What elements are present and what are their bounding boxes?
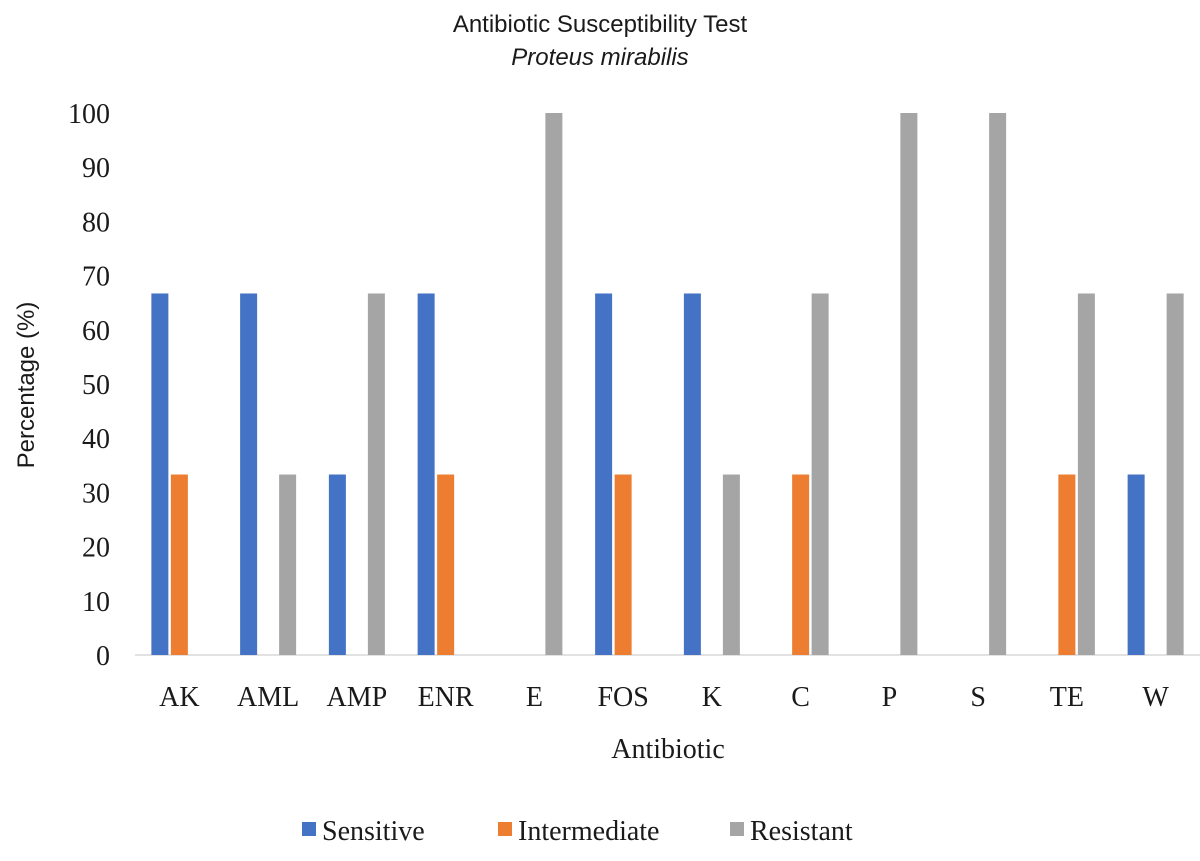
x-tick-label: S [970, 682, 986, 713]
x-tick-label: ENR [418, 682, 474, 713]
x-tick-label: TE [1050, 682, 1084, 713]
legend-swatch-sensitive [302, 822, 316, 836]
y-tick-label: 90 [82, 153, 110, 184]
bars-group [151, 113, 1184, 655]
bar-resistant-p [900, 113, 918, 655]
y-tick-label: 70 [82, 262, 110, 293]
y-tick-label: 10 [82, 587, 110, 618]
x-tick-label: AMP [327, 682, 388, 713]
bar-intermediate-ak [170, 474, 188, 655]
y-tick-label: 30 [82, 478, 110, 509]
x-tick-label: E [526, 682, 543, 713]
x-tick-label: AK [159, 682, 199, 713]
bar-sensitive-w [1127, 474, 1145, 655]
y-axis-ticks: 0 10 20 30 40 50 60 70 80 90 100 [68, 99, 110, 672]
chart-subtitle: Proteus mirabilis [511, 44, 688, 71]
legend-label-resistant: Resistant [750, 816, 853, 847]
bar-resistant-s [989, 113, 1007, 655]
y-tick-label: 80 [82, 207, 110, 238]
bar-resistant-w [1166, 293, 1184, 655]
x-tick-label: W [1142, 682, 1169, 713]
bar-sensitive-aml [240, 293, 258, 655]
bar-resistant-te [1077, 293, 1095, 655]
bar-intermediate-enr [437, 474, 455, 655]
x-axis-ticks: AK AML AMP ENR E FOS K C P S TE W [159, 682, 1169, 713]
bar-sensitive-k [683, 293, 701, 655]
bar-intermediate-te [1058, 474, 1076, 655]
chart-title: Antibiotic Susceptibility Test [453, 11, 748, 38]
bar-intermediate-c [792, 474, 810, 655]
legend: Sensitive Intermediate Resistant [302, 816, 853, 847]
bar-sensitive-amp [328, 474, 346, 655]
x-tick-label: AML [237, 682, 299, 713]
bar-resistant-c [811, 293, 829, 655]
y-tick-label: 20 [82, 533, 110, 564]
x-tick-label: C [791, 682, 810, 713]
bar-resistant-amp [367, 293, 385, 655]
x-tick-label: FOS [597, 682, 648, 713]
bar-intermediate-fos [614, 474, 632, 655]
bar-resistant-aml [279, 474, 297, 655]
bar-sensitive-ak [151, 293, 169, 655]
bar-resistant-k [722, 474, 740, 655]
y-tick-label: 40 [82, 424, 110, 455]
y-tick-label: 50 [82, 370, 110, 401]
y-tick-label: 60 [82, 316, 110, 347]
x-tick-label: K [702, 682, 722, 713]
legend-label-intermediate: Intermediate [518, 816, 659, 847]
x-axis-label: Antibiotic [611, 734, 725, 765]
bar-resistant-e [545, 113, 563, 655]
y-tick-label: 0 [96, 641, 110, 672]
x-tick-label: P [882, 682, 898, 713]
bar-sensitive-fos [595, 293, 613, 655]
y-tick-label: 100 [68, 99, 110, 130]
bar-sensitive-enr [417, 293, 435, 655]
legend-label-sensitive: Sensitive [322, 816, 425, 847]
legend-swatch-intermediate [498, 822, 512, 836]
y-axis-label: Percentage (%) [13, 302, 40, 469]
legend-swatch-resistant [730, 822, 744, 836]
